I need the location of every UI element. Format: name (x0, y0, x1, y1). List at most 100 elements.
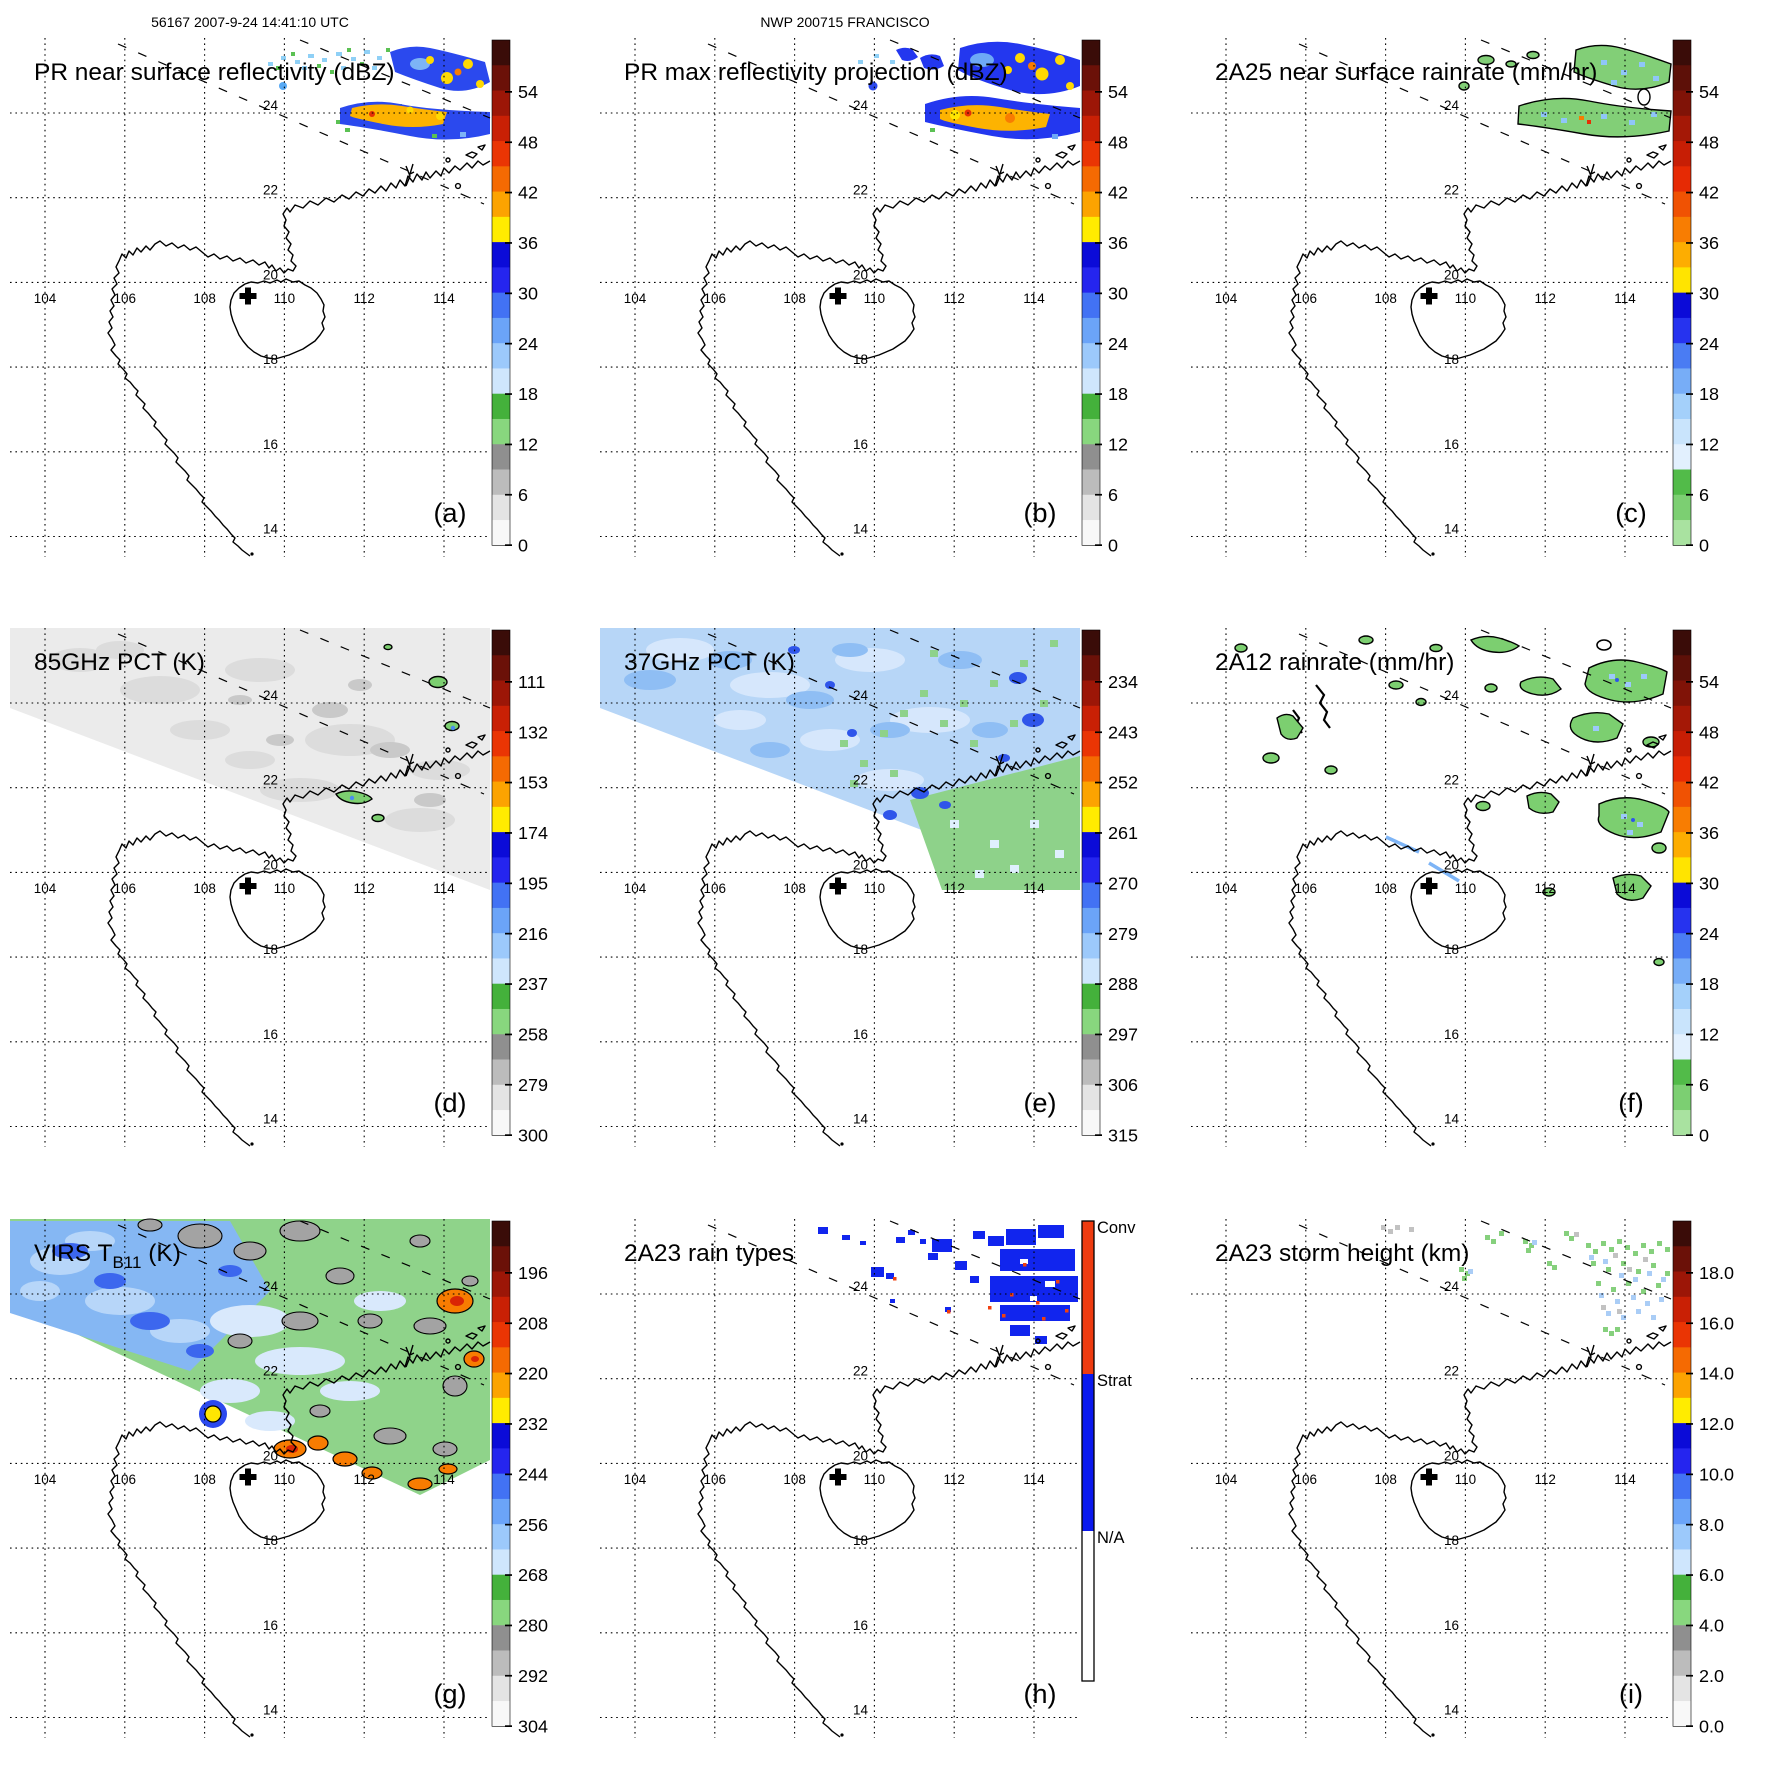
map-panel: 104 106 108 110 112 114 24 22 20 18 16 1… (590, 590, 1180, 1180)
lon-tick-label: 110 (274, 881, 296, 896)
lon-tick-label: 104 (1214, 881, 1237, 896)
lat-tick-label: 20 (263, 1448, 278, 1463)
colorbar-tick-label: 48 (1699, 132, 1719, 152)
lon-axis-labels: 104 106 108 110 112 114 (624, 1472, 1045, 1487)
lat-tick-label: 20 (853, 1448, 868, 1463)
panel-title: 37GHz PCT (K) (624, 649, 795, 676)
map-canvas: 104 106 108 110 112 114 24 22 20 18 16 1… (9, 627, 548, 1148)
lon-tick-label: 104 (34, 881, 57, 896)
map-canvas: 104 106 108 110 112 114 24 22 20 18 16 1… (1190, 627, 1719, 1148)
colorbar-labels: 54 48 42 36 30 24 18 12 6 0 (518, 82, 538, 555)
lat-axis-labels: 24 22 20 18 16 14 (263, 1279, 278, 1717)
colorbar-tick-label: 0 (1699, 535, 1709, 555)
colorbar-tick-label: 48 (1699, 723, 1719, 743)
colorbar-tick-label: 24 (518, 334, 538, 354)
lat-axis-labels: 24 22 20 18 16 14 (263, 98, 278, 536)
colorbar-tick-label: 195 (518, 874, 548, 894)
colorbar: 234 243 252 261 270 279 288 297 306 315 (1082, 630, 1138, 1146)
colorbar-tick-label: 12.0 (1699, 1414, 1734, 1434)
lon-tick-label: 112 (1534, 881, 1556, 896)
lon-tick-label: 112 (944, 881, 966, 896)
colorbar-tick-label: 12 (1699, 1025, 1719, 1045)
colorbar-tick-label: 36 (1699, 823, 1719, 843)
panel-letter: (d) (434, 1088, 467, 1118)
colorbar-tick-label: 36 (1699, 233, 1719, 253)
colorbar-tick-label: 304 (518, 1716, 548, 1736)
colorbar-tick-label: 18.0 (1699, 1263, 1734, 1283)
lon-tick-label: 108 (784, 291, 807, 306)
colorbar-tick-label: 0 (1108, 535, 1118, 555)
panel-letter: (i) (1619, 1679, 1643, 1709)
lon-tick-label: 112 (353, 1472, 375, 1487)
lat-tick-label: 14 (853, 1112, 868, 1127)
colorbar-tick-label: 4.0 (1699, 1615, 1724, 1635)
map-canvas: 104 106 108 110 112 114 24 22 20 18 16 1… (599, 1218, 1137, 1739)
colorbar-tick-label: 292 (518, 1666, 548, 1686)
raintype-strat-swatch (1082, 1373, 1095, 1531)
colorbar: 54 48 42 36 30 24 18 12 6 0 (491, 39, 538, 555)
lon-tick-label: 106 (704, 1472, 727, 1487)
colorbar-tick-label: 280 (518, 1615, 548, 1635)
lat-tick-label: 20 (263, 267, 278, 282)
lon-tick-label: 110 (1454, 291, 1476, 306)
panel-letter: (h) (1024, 1679, 1057, 1709)
panel-letter: (a) (434, 498, 467, 528)
lat-tick-label: 16 (263, 1617, 278, 1632)
colorbar-tick-label: 279 (518, 1075, 548, 1095)
lon-tick-label: 108 (1374, 291, 1397, 306)
colorbar-segments (1672, 1220, 1691, 1727)
storm-center-marker (829, 877, 847, 895)
colorbar: 54 48 42 36 30 24 18 12 6 0 (1672, 39, 1719, 555)
lon-tick-label: 108 (784, 1472, 807, 1487)
lat-axis-labels: 24 22 20 18 16 14 (263, 688, 278, 1126)
colorbar-tick-label: 14.0 (1699, 1363, 1734, 1383)
coastline (1287, 1324, 1672, 1738)
lon-tick-label: 112 (353, 881, 375, 896)
lon-tick-label: 108 (784, 881, 807, 896)
lat-tick-label: 16 (1444, 1027, 1459, 1042)
map-canvas: 104 106 108 110 112 114 24 22 20 18 16 1… (599, 627, 1138, 1148)
lon-axis-labels: 104 106 108 110 112 114 (1214, 291, 1635, 306)
panel-title: 2A23 rain types (624, 1240, 794, 1267)
colorbar-tick-label: 30 (1699, 874, 1719, 894)
colorbar-tick-label: 8.0 (1699, 1514, 1724, 1534)
lon-tick-label: 114 (1024, 881, 1046, 896)
colorbar-tick-label: 48 (1108, 132, 1128, 152)
lon-tick-label: 112 (944, 1472, 966, 1487)
lat-tick-label: 14 (853, 1702, 868, 1717)
colorbar-segments (1082, 39, 1101, 546)
colorbar-tick-label: 132 (518, 723, 548, 743)
lat-tick-label: 14 (853, 521, 868, 536)
colorbar-ticks (1685, 681, 1693, 1137)
colorbar-tick-label: 12 (518, 435, 538, 455)
lat-tick-label: 24 (1444, 98, 1459, 113)
lon-tick-label: 104 (1214, 1472, 1237, 1487)
colorbar-ticks (504, 1271, 512, 1727)
colorbar-tick-label: 270 (1108, 874, 1138, 894)
lat-tick-label: 22 (1444, 1363, 1459, 1378)
lon-tick-label: 114 (1614, 291, 1636, 306)
panel-letter: (e) (1024, 1088, 1057, 1118)
colorbar-labels: 18.0 16.0 14.0 12.0 10.0 8.0 6.0 4.0 2.0… (1699, 1263, 1734, 1736)
lat-tick-label: 24 (263, 688, 278, 703)
lat-tick-label: 24 (1444, 688, 1459, 703)
lon-tick-label: 114 (1614, 1472, 1636, 1487)
colorbar-tick-label: 111 (518, 672, 545, 692)
panel-title: PR near surface reflectivity (dBZ) (34, 59, 395, 86)
colorbar-tick-label: 30 (518, 283, 538, 303)
lon-tick-label: 114 (433, 881, 455, 896)
colorbar-ticks (1095, 90, 1103, 546)
lon-tick-label: 104 (1214, 291, 1237, 306)
colorbar-tick-label: 54 (1699, 82, 1719, 102)
colorbar-tick-label: 24 (1699, 334, 1719, 354)
lat-tick-label: 20 (1444, 1448, 1459, 1463)
lon-tick-label: 108 (1374, 881, 1397, 896)
map-panel: 104 106 108 110 112 114 24 22 20 18 16 1… (590, 0, 1180, 590)
lon-tick-label: 112 (353, 291, 375, 306)
lat-tick-label: 16 (853, 1617, 868, 1632)
colorbar-ticks (1095, 681, 1103, 1137)
colorbar-tick-label: 252 (1108, 773, 1138, 793)
panel-title: 2A23 storm height (km) (1215, 1240, 1469, 1267)
lon-tick-label: 106 (704, 881, 727, 896)
